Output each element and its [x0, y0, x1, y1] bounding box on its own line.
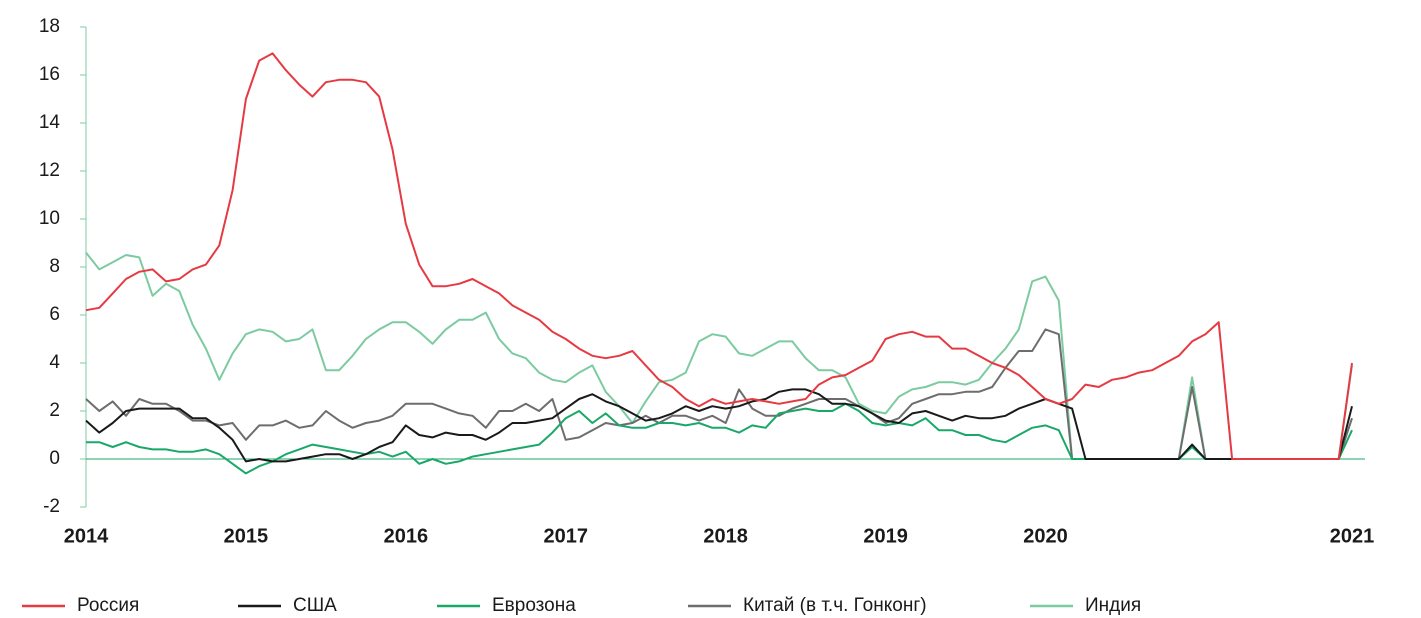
x-tick-label: 2017 [543, 525, 588, 547]
y-tick-label: 2 [49, 400, 60, 421]
y-tick-label: 16 [39, 64, 60, 85]
legend-label: Индия [1085, 595, 1141, 616]
y-tick-label: -2 [43, 496, 60, 517]
y-tick-label: 0 [49, 448, 60, 469]
x-tick-label: 2021 [1330, 525, 1375, 547]
y-tick-label: 14 [39, 112, 61, 133]
y-tick-label: 12 [39, 160, 60, 181]
y-tick-label: 4 [49, 352, 60, 373]
series-line [85, 52, 1353, 460]
x-tick-label: 2016 [384, 525, 429, 547]
y-tick-label: 18 [39, 16, 60, 37]
series-line [86, 402, 1353, 475]
x-tick-label: 2020 [1023, 525, 1068, 547]
legend-label: Россия [77, 595, 139, 616]
legend-label: США [293, 595, 337, 616]
y-tick-label: 8 [49, 256, 60, 277]
y-tick-label: 6 [49, 304, 60, 325]
x-tick-label: 2015 [224, 525, 269, 547]
y-tick-label: 10 [39, 208, 60, 229]
x-tick-label: 2014 [64, 525, 109, 547]
legend-label: Еврозона [492, 595, 576, 616]
x-tick-label: 2019 [863, 525, 908, 547]
series-line [85, 388, 1353, 463]
legend-label: Китай (в т.ч. Гонконг) [743, 595, 927, 616]
x-tick-label: 2018 [703, 525, 748, 547]
series-line [85, 328, 1353, 460]
